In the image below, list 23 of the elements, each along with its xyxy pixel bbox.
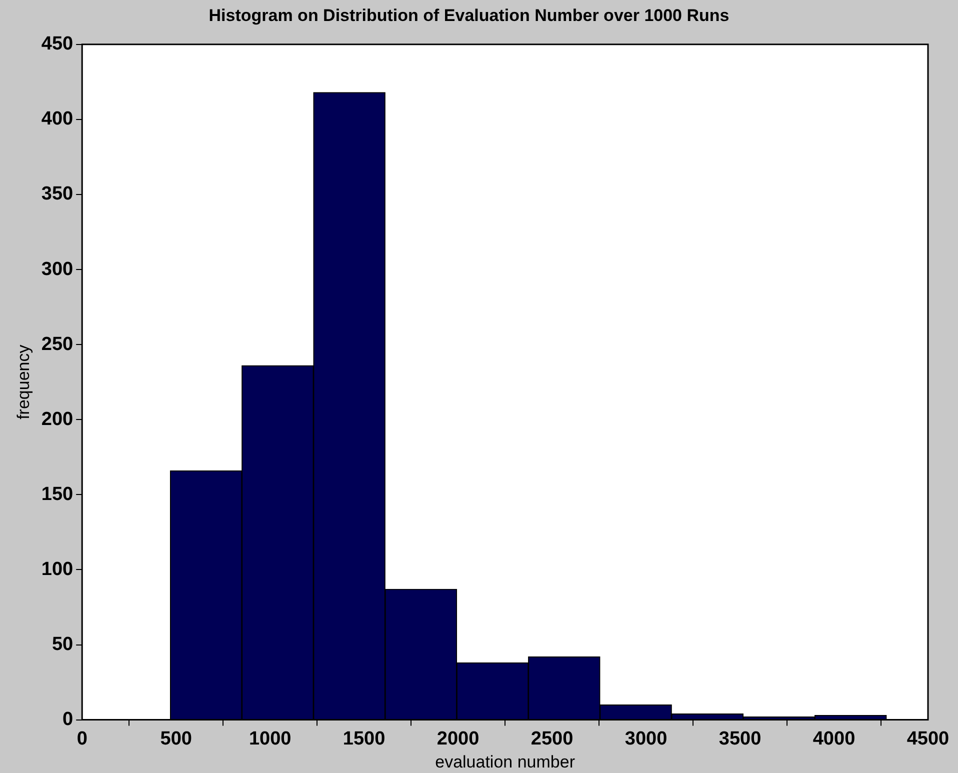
y-tick-label: 200 — [41, 408, 74, 430]
x-tick-label: 1500 — [342, 728, 386, 750]
x-tick-label: 0 — [76, 728, 88, 750]
y-tick-label: 450 — [41, 34, 74, 55]
x-tick-label: 500 — [160, 728, 192, 750]
y-tick-label: 150 — [41, 484, 74, 505]
x-tick-label: 3500 — [718, 728, 762, 750]
y-tick-label: 350 — [41, 184, 74, 205]
x-tick-label: 4500 — [906, 728, 950, 750]
x-axis-title: evaluation number — [435, 752, 576, 772]
x-tick-label: 3000 — [624, 728, 668, 750]
y-axis-title: frequency — [14, 344, 33, 420]
y-tick-label: 400 — [41, 108, 74, 130]
y-tick-label: 250 — [41, 334, 74, 355]
x-tick-label: 2500 — [530, 728, 574, 750]
y-tick-label: 50 — [52, 634, 74, 655]
y-tick-label: 100 — [41, 558, 74, 580]
x-tick-label: 1000 — [248, 728, 292, 750]
y-tick-label: 300 — [41, 258, 74, 280]
chart-title: Histogram on Distribution of Evaluation Number over 1000 Runs — [208, 6, 730, 25]
x-tick-label: 4000 — [812, 728, 856, 750]
x-tick-label: 2000 — [436, 728, 480, 750]
y-tick-label: 0 — [62, 709, 74, 730]
